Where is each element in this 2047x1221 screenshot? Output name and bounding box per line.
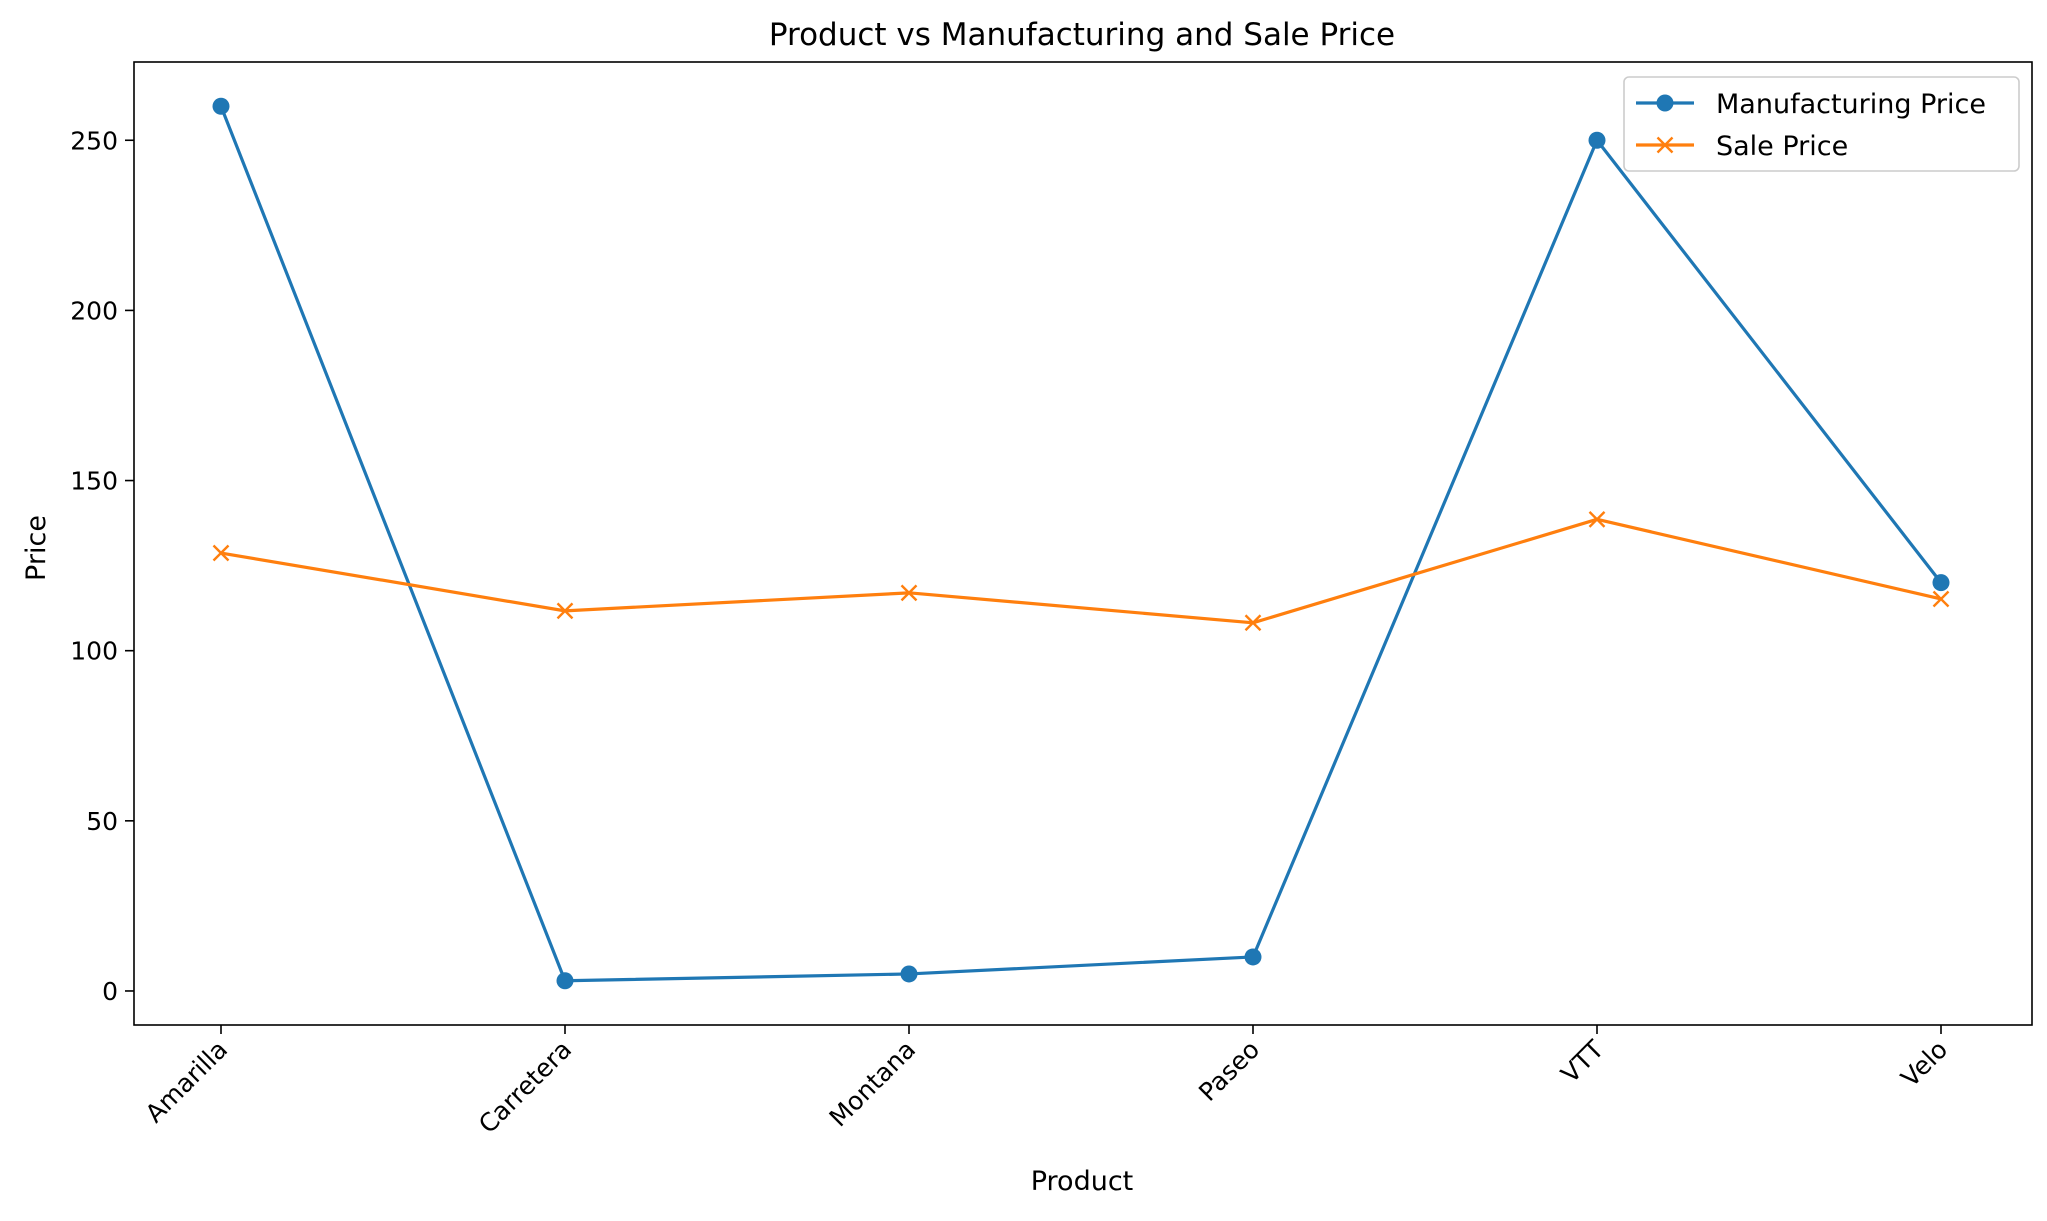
data-point <box>212 544 230 562</box>
data-point <box>212 97 230 115</box>
x-axis-label: Product <box>1031 1166 1134 1197</box>
y-tick-label: 100 <box>70 637 118 666</box>
x-tick-label: Velo <box>1895 1035 1953 1093</box>
y-tick-label: 250 <box>70 126 118 155</box>
x-tick-label: VTT <box>1555 1034 1609 1088</box>
data-point <box>556 972 574 990</box>
y-tick-label: 150 <box>70 467 118 496</box>
y-axis-label: Price <box>21 515 52 581</box>
legend-label: Sale Price <box>1716 131 1848 162</box>
data-point <box>900 965 918 983</box>
chart-title: Product vs Manufacturing and Sale Price <box>769 17 1395 53</box>
legend-item: Manufacturing Price <box>1636 89 1986 120</box>
legend-box <box>1623 76 2020 172</box>
series-line-1 <box>219 105 1943 983</box>
data-point <box>1588 510 1606 528</box>
x-tick-label: Amarilla <box>140 1035 233 1128</box>
data-point <box>1244 614 1262 632</box>
plot-area <box>212 97 1950 990</box>
x-tick-label: Paseo <box>1193 1035 1265 1107</box>
data-point <box>1244 948 1262 966</box>
y-tick-label: 0 <box>102 977 118 1006</box>
plot-frame <box>133 61 2033 1026</box>
data-point <box>1932 574 1950 592</box>
y-tick-label: 200 <box>70 296 118 325</box>
data-point <box>556 602 574 620</box>
x-tick-label: Montana <box>824 1035 922 1133</box>
y-axis: 0 50 100 150 200 250 <box>70 126 134 1006</box>
legend-label: Manufacturing Price <box>1716 89 1986 120</box>
series-line-2 <box>220 517 1942 625</box>
legend: Manufacturing Price Sale Price <box>1623 76 2020 172</box>
data-point <box>1588 131 1606 149</box>
y-tick-label: 50 <box>86 807 118 836</box>
legend-item: Sale Price <box>1636 131 1848 162</box>
data-point <box>1932 590 1950 608</box>
data-point <box>900 584 918 602</box>
x-tick-label: Carretera <box>473 1035 577 1139</box>
x-axis: Amarilla Carretera Montana Paseo VTT Velo <box>140 1025 1953 1139</box>
